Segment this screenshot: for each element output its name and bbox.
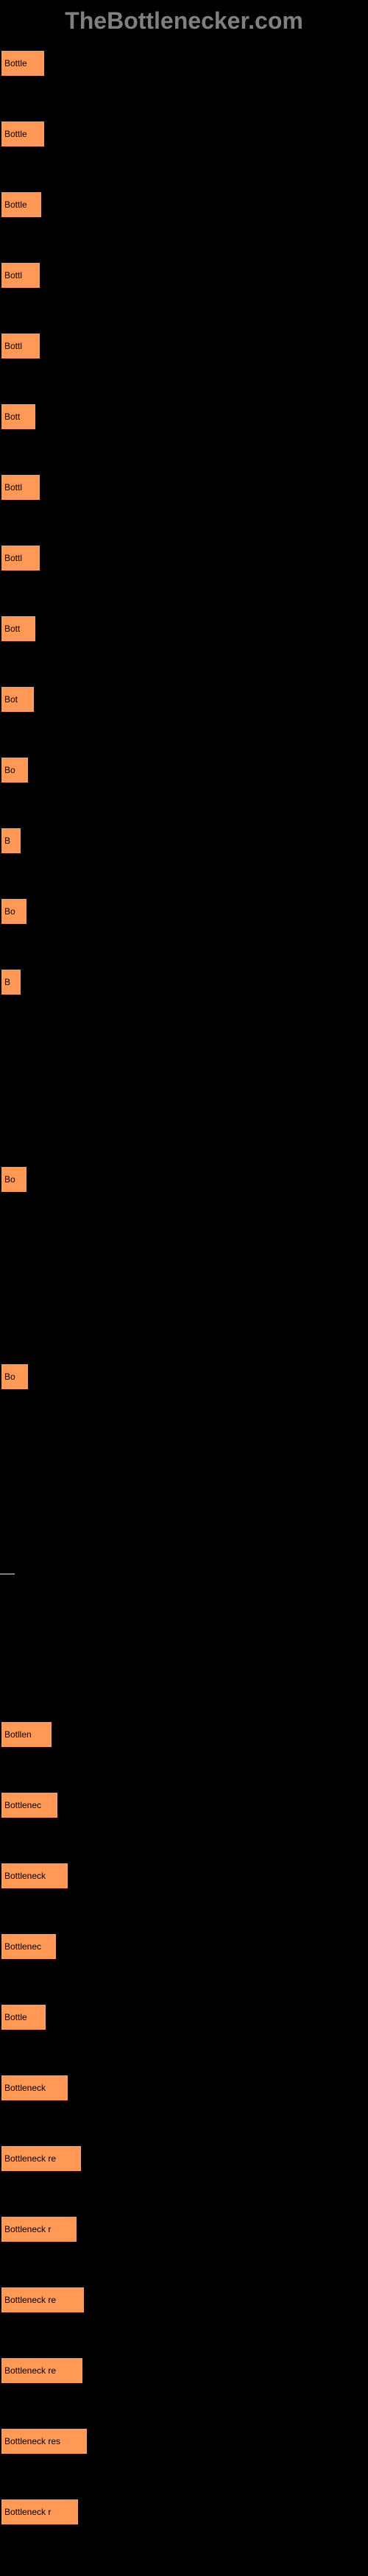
chart-bar[interactable]: Bottl — [0, 544, 41, 572]
chart-bar[interactable]: Bottleneck — [0, 2074, 69, 2102]
bar-row: Bottlenec — [0, 1933, 368, 1961]
chart-bar[interactable]: Botllen — [0, 1721, 53, 1748]
site-logo: TheBottlenecker.com — [0, 0, 368, 42]
chart-bar[interactable]: Bo — [0, 1363, 29, 1391]
chart-bar[interactable]: Bo — [0, 756, 29, 784]
bar-row: Bottle — [0, 2003, 368, 2031]
chart-bar[interactable]: Bottleneck re — [0, 2145, 82, 2173]
bar-row: Bo — [0, 1363, 368, 1391]
separator-row — [0, 1560, 368, 1588]
bar-row: Bottl — [0, 261, 368, 289]
bar-row: Bottl — [0, 473, 368, 501]
chart-bar[interactable]: B — [0, 827, 22, 855]
bar-row: Bott — [0, 403, 368, 431]
chart-bar[interactable]: Bottl — [0, 261, 41, 289]
bar-row: Bottle — [0, 120, 368, 148]
chart-bar[interactable]: B — [0, 968, 22, 996]
bar-row: Bottle — [0, 49, 368, 77]
chart-bar[interactable]: Bottle — [0, 191, 43, 219]
chart-bar[interactable]: Bo — [0, 1165, 28, 1193]
bar-row: Bo — [0, 756, 368, 784]
chart-bar[interactable]: Bottle — [0, 2003, 47, 2031]
chart-bar[interactable]: Bottlenec — [0, 1791, 59, 1819]
chart-bar[interactable]: Bottleneck re — [0, 2286, 85, 2314]
chart-bar[interactable]: Bott — [0, 615, 37, 643]
bar-row: Bottleneck re — [0, 2286, 368, 2314]
chart-bar[interactable]: Bottl — [0, 473, 41, 501]
chart-bar[interactable]: Bottleneck re — [0, 2357, 84, 2385]
bar-row: Bottleneck r — [0, 2215, 368, 2243]
chart-bar[interactable]: Bottle — [0, 49, 46, 77]
bar-row: Bottleneck re — [0, 2357, 368, 2385]
bar-row: B — [0, 968, 368, 996]
bar-row: Bottlenec — [0, 1791, 368, 1819]
chart-bar[interactable]: Bottleneck r — [0, 2498, 79, 2526]
bar-row: Bo — [0, 897, 368, 925]
bottleneck-chart: Bottle Bottle Bottle Bottl Bottl Bott Bottl Bot… — [0, 42, 368, 2576]
chart-bar[interactable]: Bot — [0, 685, 35, 713]
chart-bar[interactable]: Bottleneck r — [0, 2215, 78, 2243]
chart-bar[interactable]: Bottlenec — [0, 1933, 57, 1961]
bar-row: Bottle — [0, 191, 368, 219]
bar-row: Botllen — [0, 1721, 368, 1748]
chart-bar[interactable]: Bottl — [0, 332, 41, 360]
separator-line — [0, 1573, 15, 1575]
bar-row: Bottleneck — [0, 1862, 368, 1890]
bar-row: Bottl — [0, 332, 368, 360]
bar-row: Bottleneck — [0, 2074, 368, 2102]
bar-row: Bottleneck r — [0, 2498, 368, 2526]
bar-row: Bo — [0, 1165, 368, 1193]
chart-bar[interactable]: Bo — [0, 897, 28, 925]
bar-row: Bott — [0, 615, 368, 643]
chart-bar[interactable]: Bottle — [0, 120, 46, 148]
bar-row: B — [0, 827, 368, 855]
chart-bar[interactable]: Bottleneck res — [0, 2427, 88, 2455]
chart-bar[interactable]: Bottleneck — [0, 1862, 69, 1890]
bar-row: Bottleneck re — [0, 2145, 368, 2173]
bar-row: Bot — [0, 685, 368, 713]
chart-bar[interactable]: Bott — [0, 403, 37, 431]
bar-row: Bottl — [0, 544, 368, 572]
bar-row: Bottleneck res — [0, 2427, 368, 2455]
